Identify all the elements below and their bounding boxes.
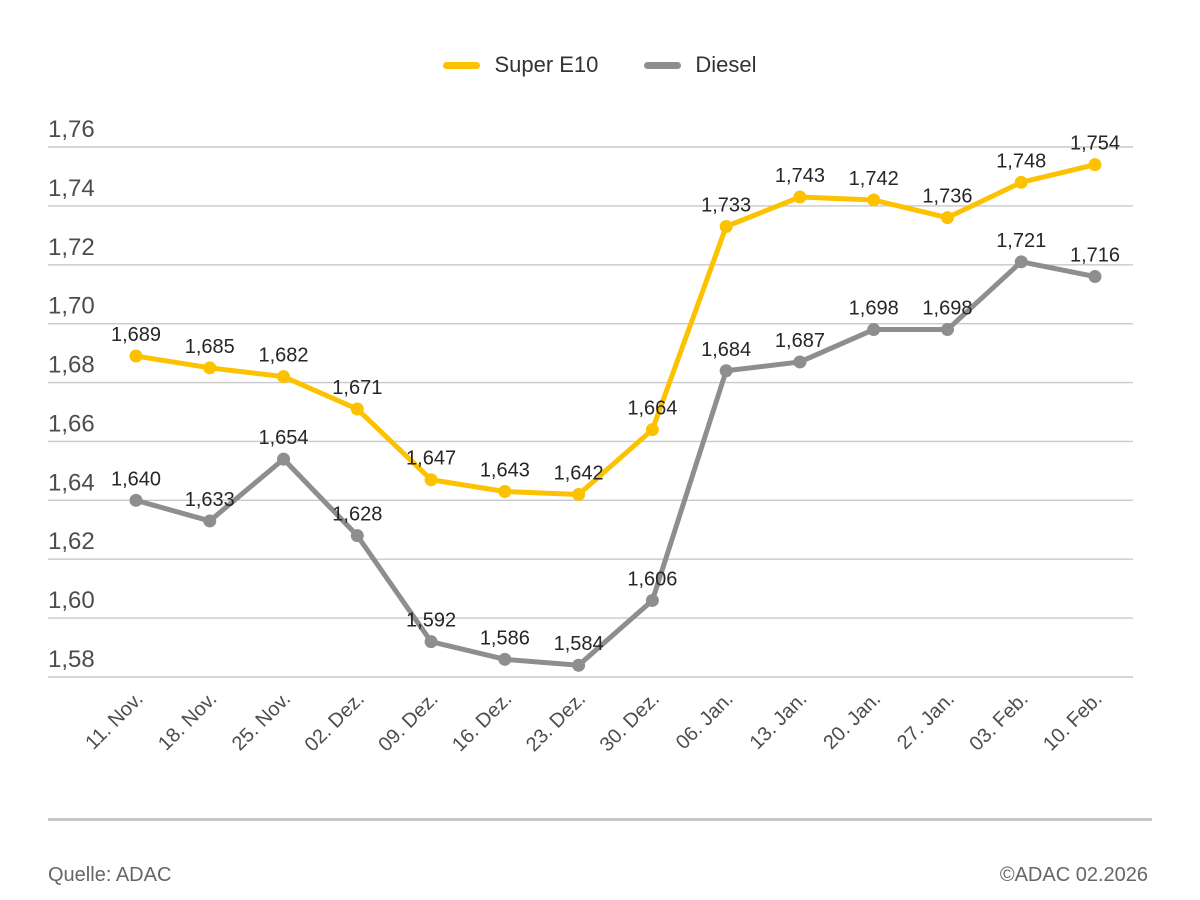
data-point (498, 652, 512, 666)
data-point-label: 1,647 (406, 448, 456, 470)
data-point (572, 658, 586, 672)
data-point (645, 423, 659, 437)
data-point-label: 1,748 (996, 150, 1046, 172)
data-point-label: 1,642 (554, 462, 604, 484)
y-axis-tick-label: 1,62 (48, 528, 95, 555)
x-axis-tick-label: 11. Nov. (81, 688, 147, 754)
data-point (350, 402, 364, 416)
data-point-label: 1,640 (111, 468, 161, 490)
x-axis-tick-label: 25. Nov. (228, 688, 295, 755)
data-point-label: 1,736 (922, 186, 972, 208)
footer-divider (48, 818, 1152, 821)
data-point-label: 1,684 (701, 339, 751, 361)
data-point-label: 1,698 (922, 298, 972, 320)
price-line-chart: 1,76 1,74 1,72 1,70 1,68 1,66 1,64 1,62 1,60 1,58… (48, 116, 1133, 756)
data-point-label: 1,682 (259, 345, 309, 367)
y-axis-tick-label: 1,58 (48, 646, 95, 673)
data-point-label: 1,671 (332, 377, 382, 399)
data-point-label: 1,664 (627, 398, 677, 420)
chart-legend: Super E10 Diesel (0, 52, 1200, 78)
y-axis-tick-label: 1,76 (48, 116, 95, 143)
series-line-super-e10 (133, 162, 1098, 497)
legend-item-diesel: Diesel (644, 52, 757, 78)
data-point (793, 190, 807, 204)
data-point (867, 193, 881, 207)
series-line-diesel (133, 259, 1098, 668)
x-axis-tick-label: 10. Feb. (1039, 688, 1106, 755)
data-point (793, 355, 807, 369)
data-point (129, 349, 143, 363)
data-point-label: 1,743 (775, 165, 825, 187)
legend-label-super-e10: Super E10 (494, 52, 599, 77)
chart-footer: Quelle: ADAC ©ADAC 02.2026 (48, 864, 1148, 887)
data-point (203, 514, 217, 528)
data-point (203, 361, 217, 375)
data-point (129, 493, 143, 507)
data-point-label: 1,754 (1070, 133, 1120, 155)
data-point (277, 370, 291, 384)
x-axis-tick-label: 13. Jan. (746, 688, 812, 754)
data-point (940, 323, 954, 337)
data-point-label: 1,586 (480, 627, 530, 649)
legend-swatch-super-e10 (443, 61, 481, 69)
x-axis-tick-label: 16. Dez. (448, 688, 516, 756)
data-point-label: 1,606 (627, 568, 677, 590)
data-point (424, 635, 438, 649)
legend-swatch-diesel (644, 61, 682, 69)
x-axis-tick-label: 20. Jan. (819, 688, 885, 754)
data-point-label: 1,716 (1070, 245, 1120, 267)
x-axis-tick-label: 02. Dez. (301, 688, 369, 756)
y-axis-tick-label: 1,74 (48, 175, 95, 202)
legend-label-diesel: Diesel (695, 52, 757, 77)
data-point (277, 452, 291, 466)
data-point (645, 593, 659, 607)
data-point-label: 1,698 (849, 298, 899, 320)
data-point-label: 1,633 (185, 489, 235, 511)
copyright-label: ©ADAC 02.2026 (999, 864, 1148, 886)
data-point (719, 220, 733, 233)
data-point-label: 1,592 (406, 610, 456, 632)
source-label: Quelle: ADAC (48, 864, 172, 886)
data-point (1088, 158, 1102, 172)
data-point (1014, 255, 1028, 269)
y-axis-tick-label: 1,72 (48, 234, 95, 261)
y-axis-tick-label: 1,60 (48, 587, 95, 614)
x-axis-tick-label: 06. Jan. (672, 688, 738, 754)
data-point (1014, 175, 1028, 189)
data-point-label: 1,689 (111, 324, 161, 346)
x-axis-tick-label: 27. Jan. (893, 688, 959, 754)
data-point (350, 529, 364, 543)
data-point (572, 487, 586, 501)
data-point-label: 1,733 (701, 195, 751, 217)
data-point (719, 364, 733, 378)
y-axis-tick-label: 1,64 (48, 469, 95, 496)
data-point-label: 1,685 (185, 336, 235, 358)
data-point (1088, 270, 1102, 284)
y-axis-tick-label: 1,68 (48, 352, 95, 379)
data-point-label: 1,654 (259, 427, 309, 449)
y-axis-tick-label: 1,70 (48, 293, 95, 320)
data-point (867, 323, 881, 337)
x-axis-tick-label: 03. Feb. (965, 688, 1032, 755)
legend-item-super-e10: Super E10 (443, 52, 598, 78)
x-axis-tick-label: 23. Dez. (522, 688, 590, 756)
data-point (424, 473, 438, 487)
y-axis-tick-label: 1,66 (48, 410, 95, 437)
data-point-label: 1,687 (775, 330, 825, 352)
data-point-label: 1,584 (554, 633, 604, 655)
data-point-label: 1,721 (996, 230, 1046, 252)
data-point-label: 1,742 (849, 168, 899, 190)
data-point (498, 485, 512, 498)
x-axis-tick-label: 09. Dez. (374, 688, 442, 756)
data-point-label: 1,628 (332, 504, 382, 526)
x-axis-tick-label: 30. Dez. (596, 688, 664, 756)
data-point-label: 1,643 (480, 460, 530, 482)
x-axis-tick-label: 18. Nov. (154, 688, 221, 755)
data-point (940, 211, 954, 225)
